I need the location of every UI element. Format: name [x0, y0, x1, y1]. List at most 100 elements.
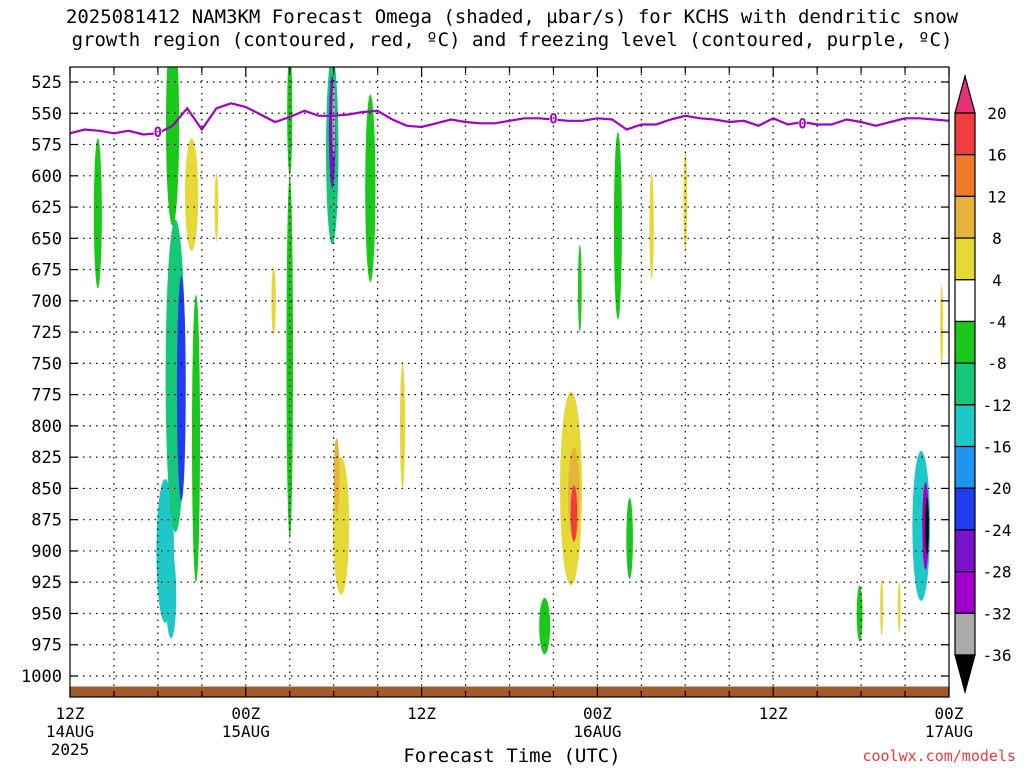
- colorbar-label: 4: [992, 271, 1002, 290]
- colorbar-bin: [954, 529, 976, 573]
- colorbar-label: -8: [987, 354, 1006, 373]
- colorbar-bin: [954, 445, 976, 489]
- y-tick-label: 950: [31, 604, 62, 624]
- colorbar-label: -36: [983, 646, 1012, 665]
- x-tick-label: 15AUG: [222, 722, 270, 741]
- omega-cell: [570, 485, 578, 542]
- y-tick-label: 875: [31, 511, 62, 531]
- omega-cell: [925, 497, 929, 555]
- y-tick-label: 850: [31, 479, 62, 499]
- y-tick-label: 1000: [21, 667, 62, 687]
- colorbar-bin: [954, 237, 976, 281]
- colorbar-label: -12: [983, 396, 1012, 415]
- omega-cell: [191, 294, 201, 583]
- freezing-level-label: 0: [798, 116, 806, 132]
- chart-title: 2025081412 NAM3KM Forecast Omega (shaded…: [0, 6, 1024, 52]
- contour-label-bg: [798, 116, 807, 130]
- y-tick-label: 625: [31, 198, 62, 218]
- colorbar-label: 8: [992, 229, 1002, 248]
- colorbar-bin: [954, 362, 976, 406]
- colorbar-top-arrow: [954, 73, 976, 114]
- y-tick-label: 675: [31, 261, 62, 281]
- contour-label-bg: [153, 125, 162, 139]
- colorbar-label: 16: [987, 146, 1006, 165]
- x-tick-label: 00Z: [583, 704, 612, 723]
- x-tick-label: 12Z: [56, 704, 85, 723]
- title-line-2: growth region (contoured, red, ºC) and f…: [71, 29, 953, 51]
- freezing-level-label: 0: [154, 125, 162, 141]
- contour-label-bg: [549, 111, 558, 125]
- colorbar-label: -4: [987, 312, 1006, 331]
- freezing-level-label: 0: [549, 111, 557, 127]
- y-tick-label: 575: [31, 136, 62, 156]
- x-tick-label: 14AUG: [46, 722, 94, 741]
- colorbar-bin: [954, 612, 976, 656]
- colorbar-label: -20: [983, 479, 1012, 498]
- omega-cell: [626, 497, 633, 580]
- colorbar-label: -32: [983, 604, 1012, 623]
- omega-cell: [185, 138, 199, 251]
- y-tick-label: 600: [31, 167, 62, 187]
- y-tick-label: 825: [31, 448, 62, 468]
- x-axis-title: Forecast Time (UTC): [403, 745, 621, 767]
- y-tick-label: 650: [31, 229, 62, 249]
- x-tick-label: 12Z: [407, 704, 436, 723]
- y-tick-label: 700: [31, 292, 62, 312]
- omega-cell: [649, 172, 654, 279]
- colorbar-label: -24: [983, 521, 1012, 540]
- colorbar-bin: [954, 279, 976, 323]
- omega-cell: [165, 550, 177, 639]
- colorbar-bottom-arrow: [954, 654, 976, 695]
- y-tick-label: 925: [31, 573, 62, 593]
- colorbar: 20 16 12 8 4 -4 -8 -12 -16 -20 -24 -28 -32 -36: [954, 73, 1012, 695]
- y-tick-label: 725: [31, 323, 62, 343]
- plot-area: 0 0 0 525 550 575 600 625 650 675 700 725 750 775 800 8…: [21, 66, 973, 759]
- x-tick-label: 17AUG: [925, 722, 973, 741]
- omega-cell: [856, 585, 863, 642]
- omega-cell: [365, 94, 376, 283]
- plot-frame: [69, 66, 950, 698]
- colorbar-label: 12: [987, 187, 1006, 206]
- colorbar-bin: [954, 571, 976, 614]
- title-line-1: 2025081412 NAM3KM Forecast Omega (shaded…: [65, 6, 959, 28]
- colorbar-bin: [954, 112, 976, 156]
- y-tick-label: 800: [31, 417, 62, 437]
- omega-cell: [880, 579, 884, 636]
- colorbar-bin: [954, 404, 976, 448]
- omega-cell: [577, 244, 582, 333]
- colorbar-bin: [954, 487, 976, 531]
- source-watermark: coolwx.com/models: [862, 747, 1016, 765]
- omega-cell: [539, 597, 551, 655]
- colorbar-label: 20: [987, 104, 1006, 123]
- omega-cell: [287, 67, 293, 176]
- y-tick-label: 900: [31, 542, 62, 562]
- y-tick-label: 550: [31, 104, 62, 124]
- x-tick-label: 16AUG: [573, 722, 621, 741]
- omega-cell: [214, 172, 219, 242]
- y-tick-label: 750: [31, 354, 62, 374]
- omega-cell: [176, 275, 186, 501]
- colorbar-label: -16: [983, 438, 1012, 457]
- omega-cell: [271, 266, 276, 336]
- x-tick-label: 00Z: [935, 704, 964, 723]
- colorbar-bin: [954, 320, 976, 364]
- x-tick-label: 2025: [51, 740, 90, 759]
- colorbar-label: -28: [983, 563, 1012, 582]
- freezing-level-contour: [69, 102, 950, 136]
- y-tick-label: 975: [31, 636, 62, 656]
- colorbar-bin: [954, 195, 976, 239]
- y-tick-label: 775: [31, 386, 62, 406]
- omega-cell: [683, 150, 688, 251]
- omega-cell: [613, 132, 622, 320]
- omega-cell: [897, 582, 901, 633]
- omega-cell: [165, 67, 180, 226]
- omega-cell: [333, 438, 340, 514]
- colorbar-bin: [954, 154, 976, 197]
- x-tick-label: 00Z: [231, 704, 260, 723]
- omega-cell: [93, 138, 102, 289]
- omega-cell: [286, 175, 294, 539]
- x-tick-label: 12Z: [759, 704, 788, 723]
- omega-cell: [940, 285, 944, 367]
- y-tick-label: 525: [31, 73, 62, 93]
